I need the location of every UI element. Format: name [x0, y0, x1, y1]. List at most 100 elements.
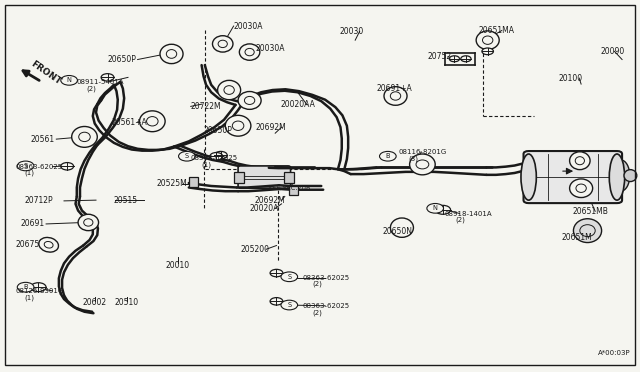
Circle shape [281, 300, 298, 310]
Text: 20020A: 20020A [250, 204, 279, 213]
Ellipse shape [72, 126, 97, 147]
Text: 20650N: 20650N [383, 227, 413, 236]
Ellipse shape [612, 160, 630, 191]
Circle shape [31, 283, 46, 292]
Text: 08116-8201G: 08116-8201G [398, 149, 446, 155]
Circle shape [427, 203, 444, 213]
Text: N: N [433, 205, 438, 211]
Ellipse shape [416, 160, 429, 169]
Bar [234, 172, 244, 183]
Ellipse shape [521, 154, 536, 200]
Circle shape [61, 163, 74, 170]
Text: 08363-62025: 08363-62025 [302, 275, 349, 280]
Ellipse shape [609, 154, 625, 200]
Text: 20692M: 20692M [256, 123, 287, 132]
Ellipse shape [39, 237, 58, 252]
Text: (2): (2) [86, 85, 96, 92]
Text: SEE SEC.20B: SEE SEC.20B [268, 185, 310, 191]
Bar [284, 172, 294, 183]
Text: S: S [287, 274, 291, 280]
Text: 08126-8301G: 08126-8301G [16, 288, 64, 294]
Ellipse shape [166, 49, 177, 58]
Text: 20030A: 20030A [256, 44, 285, 53]
Ellipse shape [44, 241, 53, 248]
Circle shape [380, 151, 396, 161]
Text: 20525M: 20525M [157, 179, 188, 188]
Circle shape [210, 153, 223, 160]
Ellipse shape [570, 152, 590, 170]
Circle shape [61, 76, 77, 85]
Text: (2): (2) [312, 309, 322, 316]
Ellipse shape [78, 214, 99, 231]
Text: 20650P: 20650P [204, 126, 232, 135]
Ellipse shape [573, 219, 602, 243]
Text: A*00:03P: A*00:03P [598, 350, 631, 356]
Text: 205200: 205200 [241, 245, 269, 254]
Text: 20675: 20675 [16, 240, 40, 248]
Ellipse shape [239, 44, 260, 60]
Text: (2): (2) [312, 281, 322, 288]
Text: 20712P: 20712P [24, 196, 53, 205]
Text: 20561: 20561 [31, 135, 55, 144]
Circle shape [461, 56, 471, 62]
Text: 20752: 20752 [428, 52, 452, 61]
Text: 20691: 20691 [20, 219, 45, 228]
Text: 20722M: 20722M [191, 102, 221, 111]
Ellipse shape [244, 96, 255, 105]
Text: 08911-5401A: 08911-5401A [77, 79, 124, 85]
Text: 20030A: 20030A [234, 22, 263, 31]
Circle shape [179, 151, 195, 161]
Ellipse shape [238, 92, 261, 109]
Text: 20692M: 20692M [255, 196, 285, 205]
Circle shape [281, 272, 298, 282]
Text: 20510: 20510 [115, 298, 139, 307]
Text: 20100: 20100 [558, 74, 582, 83]
Circle shape [435, 205, 451, 214]
Ellipse shape [225, 115, 251, 136]
Ellipse shape [624, 170, 637, 182]
Text: 20691+A: 20691+A [376, 84, 412, 93]
Text: N: N [67, 77, 72, 83]
Circle shape [17, 161, 34, 171]
Text: S: S [24, 163, 28, 169]
Ellipse shape [245, 48, 254, 56]
Ellipse shape [384, 87, 407, 105]
Text: 20020AA: 20020AA [280, 100, 315, 109]
Text: FRONT: FRONT [29, 59, 63, 86]
Text: (1): (1) [24, 170, 35, 176]
Text: (1): (1) [202, 161, 212, 168]
Text: 20651MB: 20651MB [573, 207, 609, 216]
Ellipse shape [147, 116, 158, 126]
Text: B: B [385, 153, 390, 159]
Ellipse shape [232, 121, 244, 131]
Text: 20010: 20010 [166, 261, 190, 270]
Text: 20090: 20090 [600, 47, 625, 56]
Text: S: S [185, 153, 189, 159]
Ellipse shape [390, 218, 413, 237]
Circle shape [270, 269, 283, 277]
Ellipse shape [580, 225, 595, 237]
Circle shape [270, 298, 283, 305]
Ellipse shape [575, 157, 584, 165]
Text: B: B [23, 284, 28, 290]
Bar [289, 186, 298, 195]
FancyBboxPatch shape [524, 151, 622, 203]
Text: 08363-62025: 08363-62025 [191, 155, 238, 161]
Text: 08363-62025: 08363-62025 [16, 164, 63, 170]
Ellipse shape [410, 154, 435, 175]
Text: 08918-1401A: 08918-1401A [445, 211, 492, 217]
Text: 20650P: 20650P [108, 55, 136, 64]
Circle shape [449, 56, 460, 62]
Ellipse shape [476, 31, 499, 49]
Ellipse shape [218, 80, 241, 100]
Text: (3): (3) [408, 155, 419, 162]
Ellipse shape [224, 86, 234, 94]
Text: 20030: 20030 [339, 27, 364, 36]
FancyBboxPatch shape [238, 166, 291, 188]
Ellipse shape [576, 184, 586, 192]
Text: 20515: 20515 [114, 196, 138, 205]
Ellipse shape [570, 179, 593, 198]
Circle shape [482, 48, 493, 55]
Text: S: S [287, 302, 291, 308]
Ellipse shape [483, 36, 493, 44]
